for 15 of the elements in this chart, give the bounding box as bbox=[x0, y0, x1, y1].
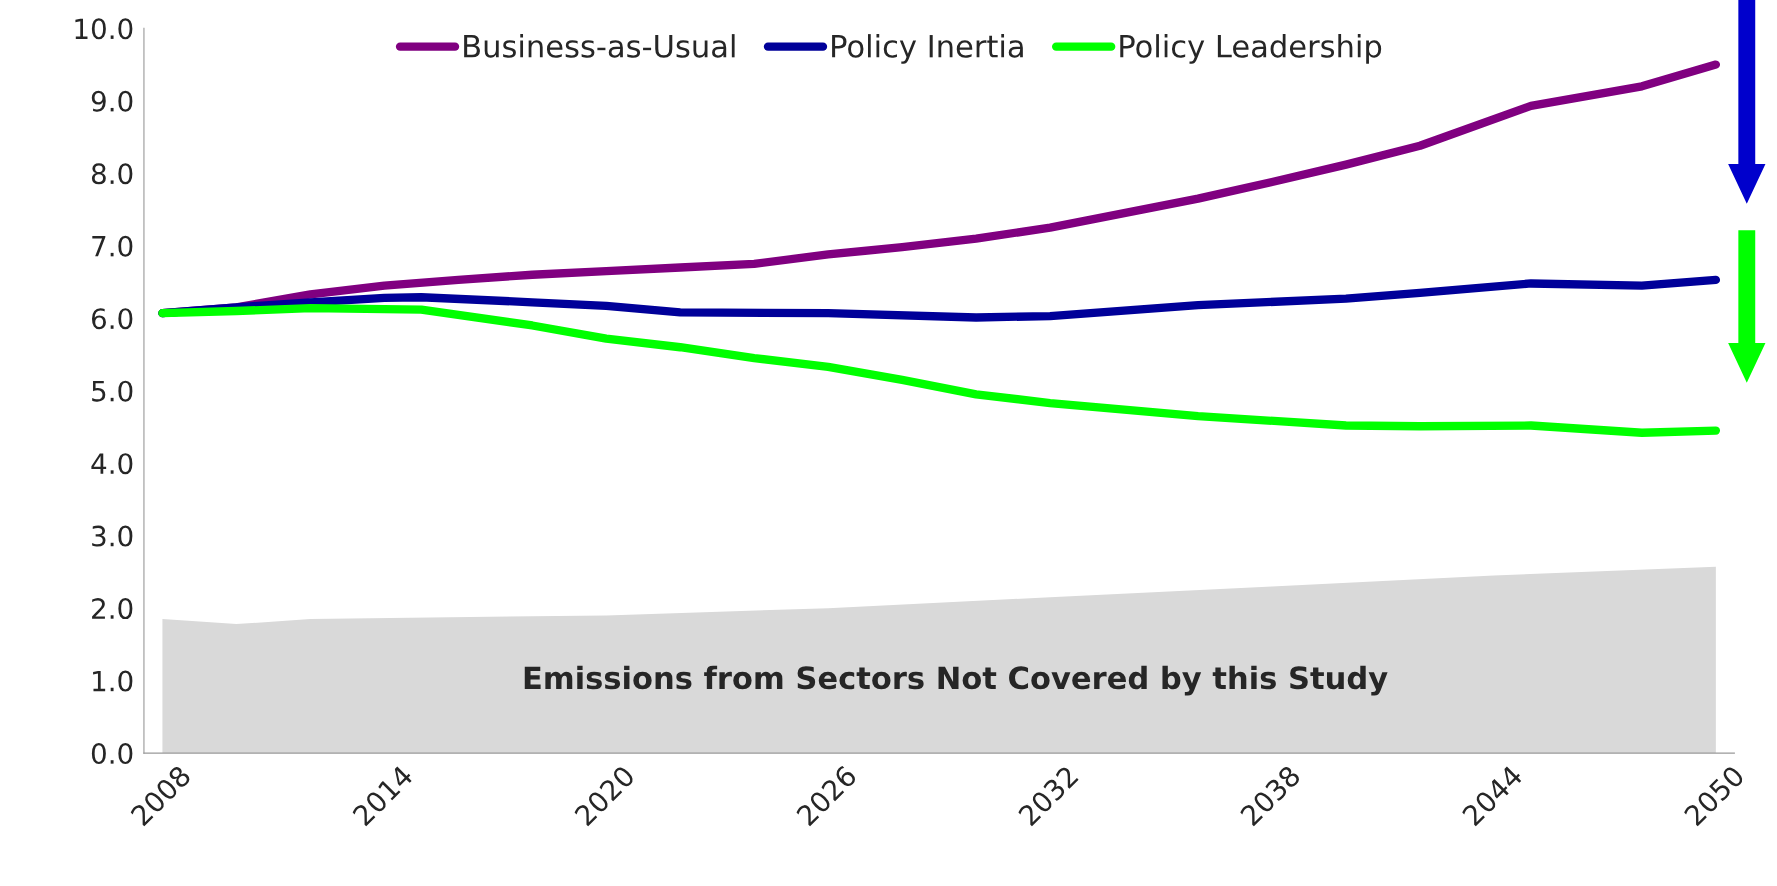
y-tick-label: 0.0 bbox=[91, 743, 133, 765]
y-tick-label: 3.0 bbox=[92, 525, 133, 547]
legend-label: Business-as-Usual bbox=[464, 34, 735, 58]
y-tick-label: 10.0 bbox=[75, 18, 133, 40]
y-tick-label: 7.0 bbox=[92, 235, 133, 257]
legend-label: Policy Inertia bbox=[832, 34, 1023, 64]
annotation: Emissions from Sectors Not Covered by this Study bbox=[524, 665, 1388, 696]
y-tick-label: 8.0 bbox=[91, 163, 133, 185]
y-tick-label: 9.0 bbox=[91, 90, 133, 112]
y-tick-label: 5.0 bbox=[92, 380, 133, 402]
y-tick-label: 6.0 bbox=[91, 308, 133, 330]
y-tick-label: 4.0 bbox=[91, 453, 133, 475]
legend-label: Policy Leadership bbox=[1120, 34, 1382, 64]
y-tick-label: 1.0 bbox=[93, 670, 133, 692]
y-tick-label: 2.0 bbox=[92, 598, 133, 620]
